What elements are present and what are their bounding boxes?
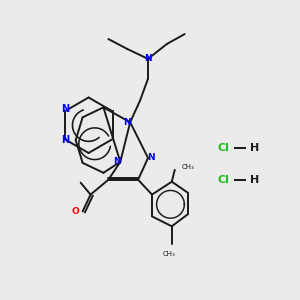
Text: N: N: [61, 135, 70, 145]
Text: N: N: [113, 158, 121, 166]
Text: N: N: [123, 118, 131, 127]
Text: CH₃: CH₃: [182, 164, 194, 170]
Text: N: N: [147, 153, 155, 162]
Text: Cl: Cl: [218, 175, 229, 185]
Text: Cl: Cl: [218, 143, 229, 153]
Text: O: O: [72, 207, 80, 216]
Text: N: N: [61, 104, 70, 114]
Text: N: N: [144, 54, 152, 63]
Text: H: H: [250, 143, 259, 153]
Text: H: H: [250, 175, 259, 185]
Text: CH₃: CH₃: [162, 251, 175, 257]
